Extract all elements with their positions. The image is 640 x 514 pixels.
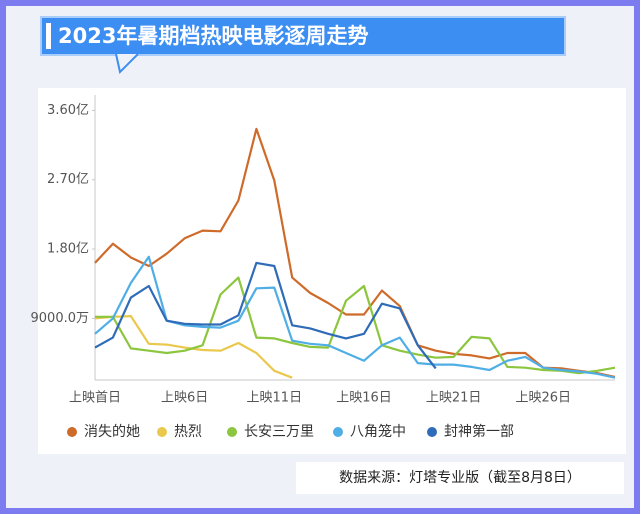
legend-label: 封神第一部 [444, 423, 514, 440]
y-tick-label: 1.80亿 [47, 242, 89, 257]
source-box: 数据来源：灯塔专业版（截至8月8日） [296, 462, 624, 494]
legend-label: 八角笼中 [350, 423, 406, 440]
legend-label: 长安三万里 [244, 424, 314, 440]
legend-marker [67, 427, 77, 437]
chart-title: 2023年暑期档热映电影逐周走势 [58, 24, 369, 48]
x-tick-label: 上映6日 [161, 391, 208, 406]
chart-card [38, 88, 626, 454]
legend-marker [227, 427, 237, 437]
title-banner: 2023年暑期档热映电影逐周走势 [40, 16, 566, 56]
x-tick-label: 上映16日 [336, 391, 392, 406]
banner-tail [115, 53, 139, 74]
legend-marker [333, 427, 343, 437]
legend-marker [427, 427, 437, 437]
y-tick-label: 2.70亿 [47, 172, 89, 187]
banner-mark [46, 23, 51, 49]
x-tick-label: 上映首日 [69, 391, 121, 406]
series-line [95, 276, 616, 375]
series-line [94, 127, 616, 378]
legend-marker [157, 427, 167, 437]
y-tick-label: 9000.0万 [31, 311, 90, 326]
legend-label: 热烈 [174, 424, 202, 440]
legend-label: 消失的她 [84, 424, 140, 440]
source-note: 数据来源：灯塔专业版（截至8月8日） [339, 470, 581, 486]
series-line [94, 255, 616, 379]
x-tick-label: 上映11日 [247, 391, 303, 406]
series-line [94, 261, 437, 370]
x-tick-label: 上映26日 [516, 391, 572, 406]
y-tick-label: 3.60亿 [47, 103, 89, 118]
x-tick-label: 上映21日 [426, 391, 482, 406]
